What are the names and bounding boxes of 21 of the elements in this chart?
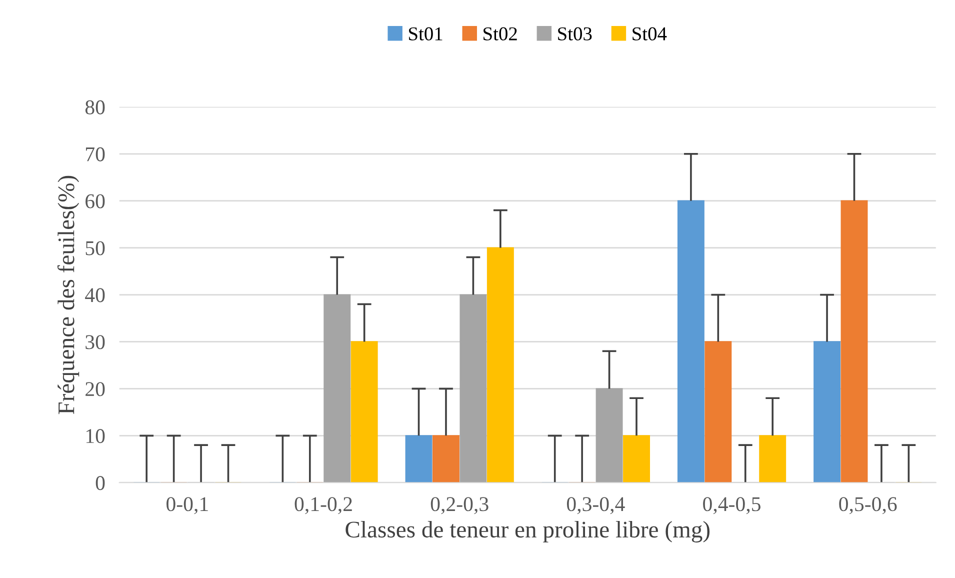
y-tick-label: 50 (86, 241, 105, 256)
y-axis-title: Fréquence des feuiles(%) (57, 176, 80, 414)
y-tick-label: 80 (85, 100, 105, 114)
y-tick-label: 40 (85, 288, 105, 302)
legend-label: St04 (632, 27, 667, 40)
legend-label: St03 (558, 27, 592, 40)
legend-label: St01 (409, 27, 442, 40)
x-tick-label: 0,4-0,5 (703, 497, 760, 514)
x-tick-label: 0-0,1 (166, 497, 208, 514)
y-tick-label: 20 (86, 382, 105, 396)
y-tick-label: 30 (86, 335, 105, 350)
y-tick-label: 60 (86, 194, 105, 208)
x-tick-label: 0,5-0,6 (839, 497, 897, 514)
y-tick-label: 10 (86, 429, 105, 444)
y-tick-label: 0 (96, 476, 105, 490)
legend-label: St02 (484, 27, 517, 40)
x-axis-title: Classes de teneur en proline libre (mg) (346, 520, 710, 542)
x-tick-label: 0,1-0,2 (294, 497, 352, 514)
x-tick-label: 0,3-0,4 (566, 497, 625, 514)
y-tick-label: 70 (86, 147, 105, 162)
x-tick-label: 0,2-0,3 (430, 497, 488, 514)
